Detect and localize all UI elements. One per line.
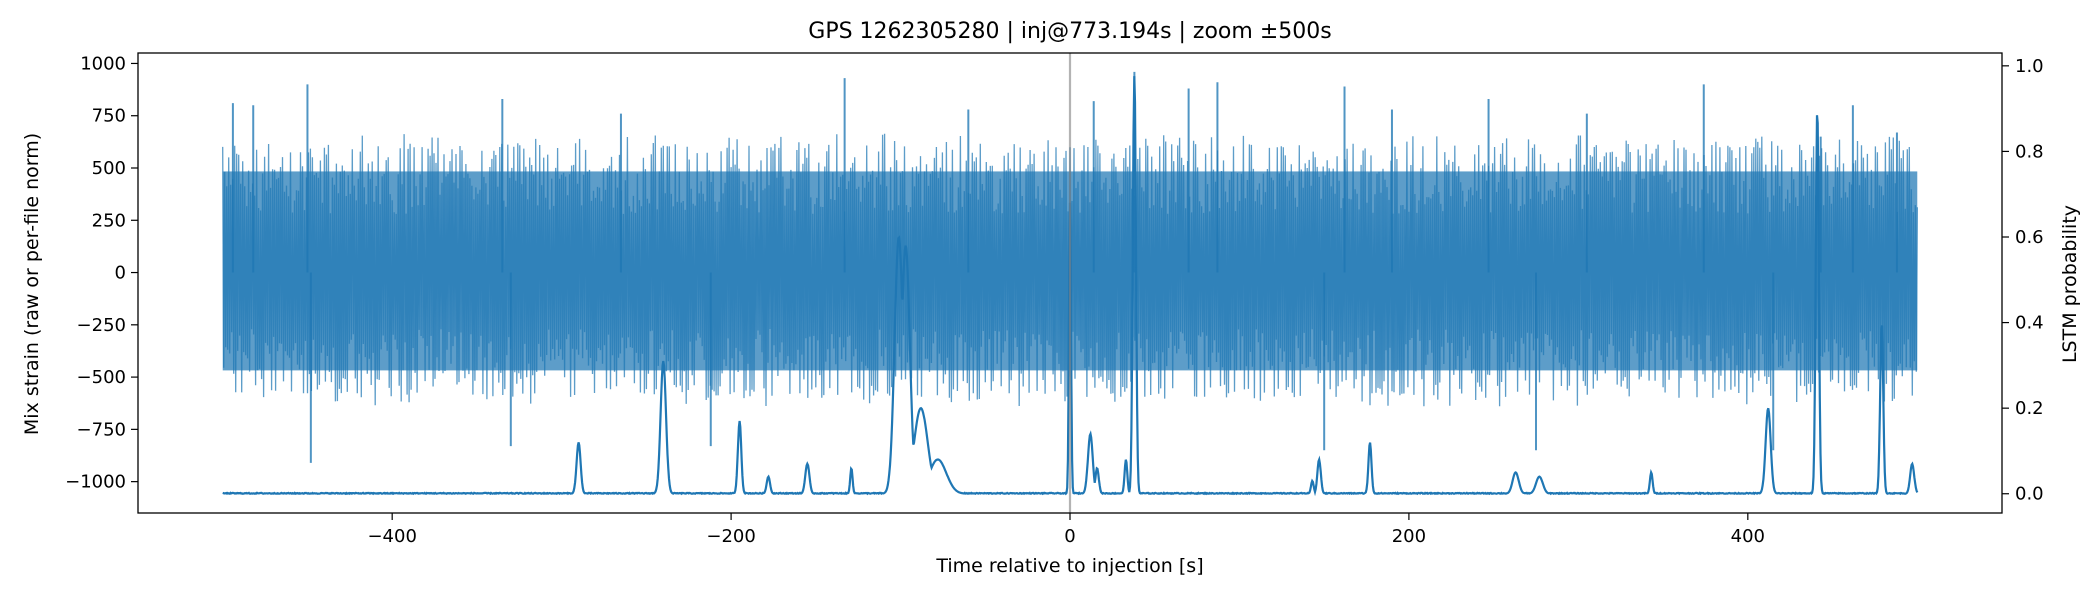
right-y-tick-label: 0.6 [2015, 227, 2044, 248]
right-y-tick-label: 0.2 [2015, 398, 2044, 419]
x-tick-label: −400 [367, 526, 416, 547]
left-y-tick-label: −1000 [65, 472, 126, 493]
left-y-tick-label: 250 [92, 210, 126, 231]
left-y-axis-ticks: 1000 750 500 250 0 −250 −500 −750 −1000 [65, 53, 138, 493]
right-y-tick-label: 0.8 [2015, 141, 2044, 162]
x-tick-label: 400 [1731, 526, 1765, 547]
x-tick-label: 200 [1392, 526, 1426, 547]
right-y-axis-label: LSTM probability [2059, 205, 2081, 363]
x-tick-label: −200 [706, 526, 755, 547]
left-y-tick-label: 1000 [80, 53, 126, 74]
right-y-tick-label: 1.0 [2015, 56, 2044, 77]
left-y-tick-label: −250 [77, 315, 126, 336]
left-y-tick-label: 0 [115, 263, 126, 284]
x-axis-label: Time relative to injection [s] [935, 555, 1203, 577]
left-y-tick-label: −750 [77, 419, 126, 440]
chart-title: GPS 1262305280 | inj@773.194s | zoom ±50… [808, 19, 1331, 44]
right-y-tick-label: 0.0 [2015, 484, 2044, 505]
right-y-tick-label: 0.4 [2015, 313, 2044, 334]
right-y-axis-ticks: 1.0 0.8 0.6 0.4 0.2 0.0 [2002, 56, 2044, 505]
left-y-axis-label: Mix strain (raw or per-file norm) [21, 133, 43, 435]
left-y-tick-label: 500 [92, 158, 126, 179]
left-y-tick-label: 750 [92, 106, 126, 127]
x-axis-ticks: −400 −200 0 200 400 [367, 513, 1765, 547]
x-tick-label: 0 [1064, 526, 1075, 547]
left-y-tick-label: −500 [77, 367, 126, 388]
